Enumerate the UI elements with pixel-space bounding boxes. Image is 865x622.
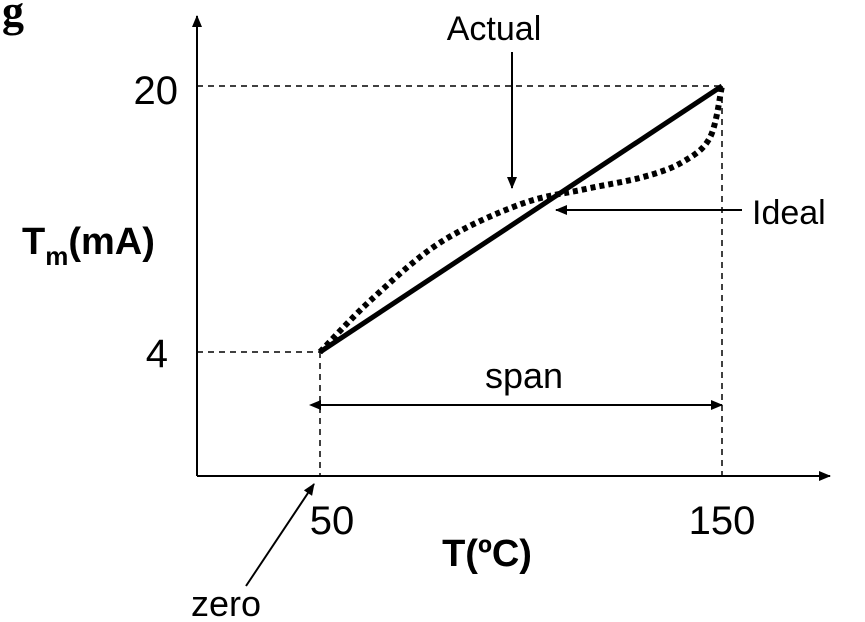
zero-annotation: zero — [191, 583, 261, 622]
actual-annotation: Actual — [447, 10, 542, 48]
x-tick-label-150: 150 — [689, 499, 756, 543]
corner-glyph: g — [2, 0, 24, 36]
actual-series-line — [317, 85, 725, 355]
y-tick-label-4: 4 — [146, 332, 168, 376]
ideal-annotation: Ideal — [752, 194, 826, 232]
x-axis-title: T(ºC) — [442, 533, 532, 575]
x-tick-label-50: 50 — [310, 499, 355, 543]
y-axis-title: Tm(mA) — [22, 221, 155, 271]
y-tick-label-20: 20 — [134, 69, 179, 113]
y-axis-title-main: T — [22, 221, 45, 263]
span-annotation: span — [485, 355, 563, 396]
y-axis-title-unit: (mA) — [68, 221, 155, 263]
ideal-series-line — [318, 83, 724, 355]
zero-annotation-arrow — [245, 483, 315, 587]
y-axis-title-sub: m — [45, 241, 68, 271]
